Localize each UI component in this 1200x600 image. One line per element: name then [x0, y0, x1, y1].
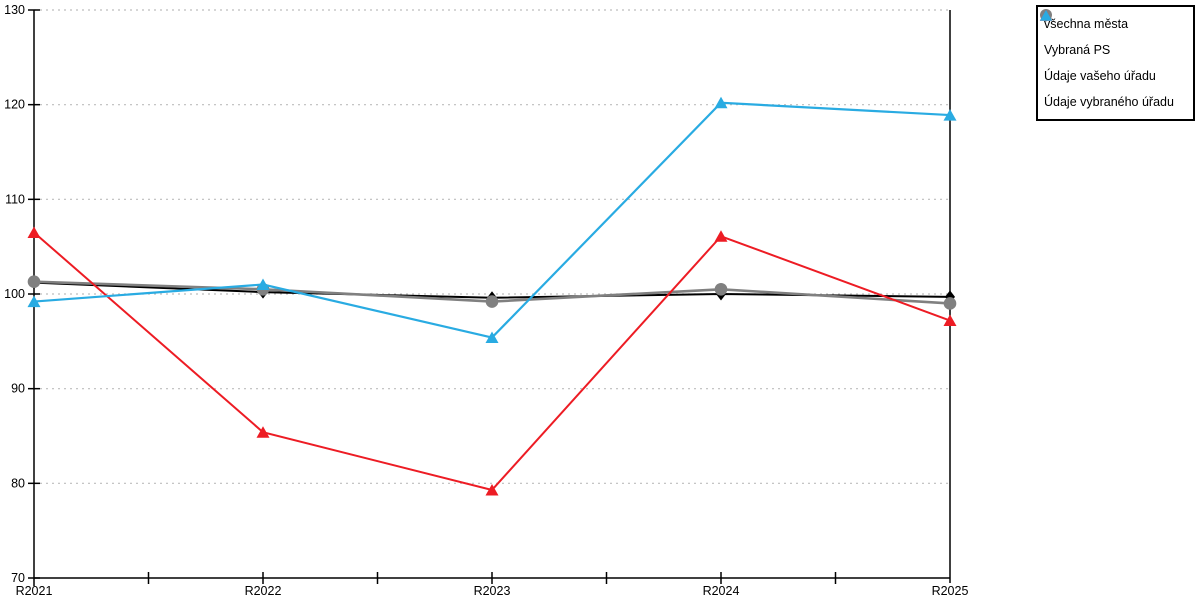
triangle-marker-icon [256, 426, 270, 438]
legend-item-udaje-vaseho-uradu: Údaje vašeho úřadu [1039, 9, 1187, 83]
triangle-marker-icon [485, 483, 499, 496]
circle-marker-icon [714, 282, 728, 296]
triangle-marker-icon [485, 331, 499, 344]
y-tick-label: 130 [4, 3, 25, 17]
legend-item-udaje-vybraneho-uradu: Údaje vybraného úřadu [1039, 9, 1187, 109]
circle-marker-icon [943, 297, 957, 310]
triangle-marker-icon [27, 295, 41, 308]
series-udaje-vaseho-uradu [27, 226, 957, 496]
x-tick-label: R2024 [703, 584, 740, 598]
y-tick-label: 120 [4, 98, 25, 112]
triangle-marker-icon [943, 109, 957, 121]
legend-item-vsechna-mesta: všechna města [1041, 9, 1187, 31]
legend-triangle-icon [1039, 9, 1053, 21]
circle-marker-icon [27, 275, 41, 288]
legend-item-label: Vybraná PS [1044, 43, 1111, 57]
circle-marker-icon [485, 295, 499, 308]
legend: všechna města Vybraná PS Údaje vašeho úřad… [1036, 5, 1195, 121]
legend-item-label: všechna města [1044, 17, 1129, 31]
legend-item-label: Údaje vybraného úřadu [1044, 95, 1174, 109]
series-udaje-vybraneho-uradu [27, 96, 957, 344]
x-tick-label: R2025 [932, 584, 969, 598]
x-tick-label: R2021 [16, 584, 53, 598]
x-tick-label: R2023 [474, 584, 511, 598]
triangle-marker-icon [256, 278, 270, 291]
y-tick-label: 80 [11, 476, 25, 490]
legend-triangle-glyph [1039, 9, 1053, 21]
triangle-marker-icon [943, 314, 957, 327]
series-line-udaje-vaseho-uradu [33, 231, 951, 492]
y-tick-label: 100 [4, 287, 25, 301]
triangle-marker-icon [27, 226, 41, 238]
legend-item-label: Údaje vašeho úřadu [1044, 69, 1156, 83]
y-tick-label: 110 [5, 192, 25, 206]
y-tick-label: 70 [11, 571, 25, 585]
triangle-marker-icon [714, 96, 728, 109]
triangle-marker-icon [714, 230, 728, 242]
legend-item-vybrana-ps: Vybraná PS [1040, 9, 1187, 57]
y-tick-label: 90 [11, 382, 25, 396]
x-tick-label: R2022 [245, 584, 282, 598]
